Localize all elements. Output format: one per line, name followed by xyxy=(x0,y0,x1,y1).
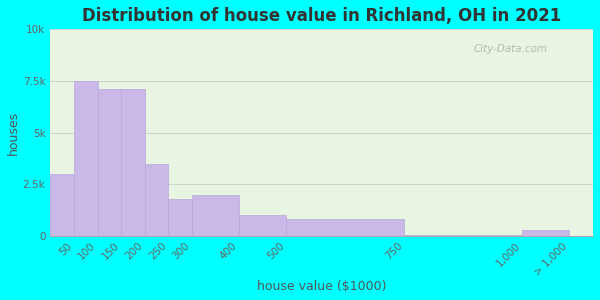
Bar xyxy=(522,230,569,236)
Y-axis label: houses: houses xyxy=(7,111,20,155)
Bar xyxy=(169,199,192,236)
Text: City-Data.com: City-Data.com xyxy=(473,44,548,54)
Bar xyxy=(98,89,121,236)
Bar xyxy=(121,89,145,236)
Title: Distribution of house value in Richland, OH in 2021: Distribution of house value in Richland,… xyxy=(82,7,562,25)
X-axis label: house value ($1000): house value ($1000) xyxy=(257,280,386,293)
Bar xyxy=(239,215,286,236)
Bar xyxy=(50,174,74,236)
Bar xyxy=(145,164,169,236)
Bar xyxy=(74,81,98,236)
Bar xyxy=(192,195,239,236)
Bar xyxy=(286,220,404,236)
